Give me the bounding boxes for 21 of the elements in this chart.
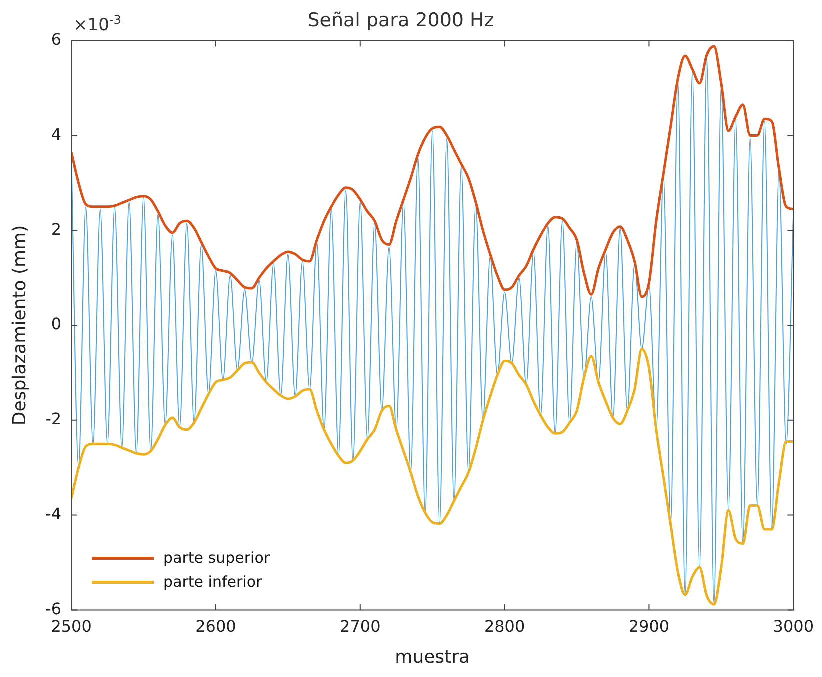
text: ×10$^{-3}$ (74, 12, 122, 36)
x-tick-label: 3000 (773, 616, 814, 636)
x-tick-label: 2500 (51, 616, 92, 636)
x-axis-title: muestra (395, 646, 470, 668)
x-tick-label: 2800 (484, 616, 526, 636)
y-tick-label: 0 (51, 314, 62, 334)
y-tick-label: -4 (46, 504, 62, 524)
y-tick-label: 2 (51, 220, 62, 239)
legend-label: parte superior (164, 548, 270, 570)
x-tick-label: 2900 (628, 616, 670, 636)
legend-label: parte inferior (164, 572, 262, 594)
y-tick-label: 4 (51, 124, 62, 144)
y-tick-label: -2 (46, 410, 62, 429)
chart-title: Señal para 2000 Hz (308, 9, 494, 32)
line-series (72, 348, 794, 606)
y-tick-label: -6 (46, 599, 62, 618)
x-tick-label: 2700 (340, 616, 381, 636)
line-series (72, 45, 794, 298)
y-axis-title: Desplazamiento (mm) (9, 225, 30, 426)
x-tick-label: 2600 (196, 616, 236, 636)
y-tick-label: 6 (51, 30, 62, 49)
